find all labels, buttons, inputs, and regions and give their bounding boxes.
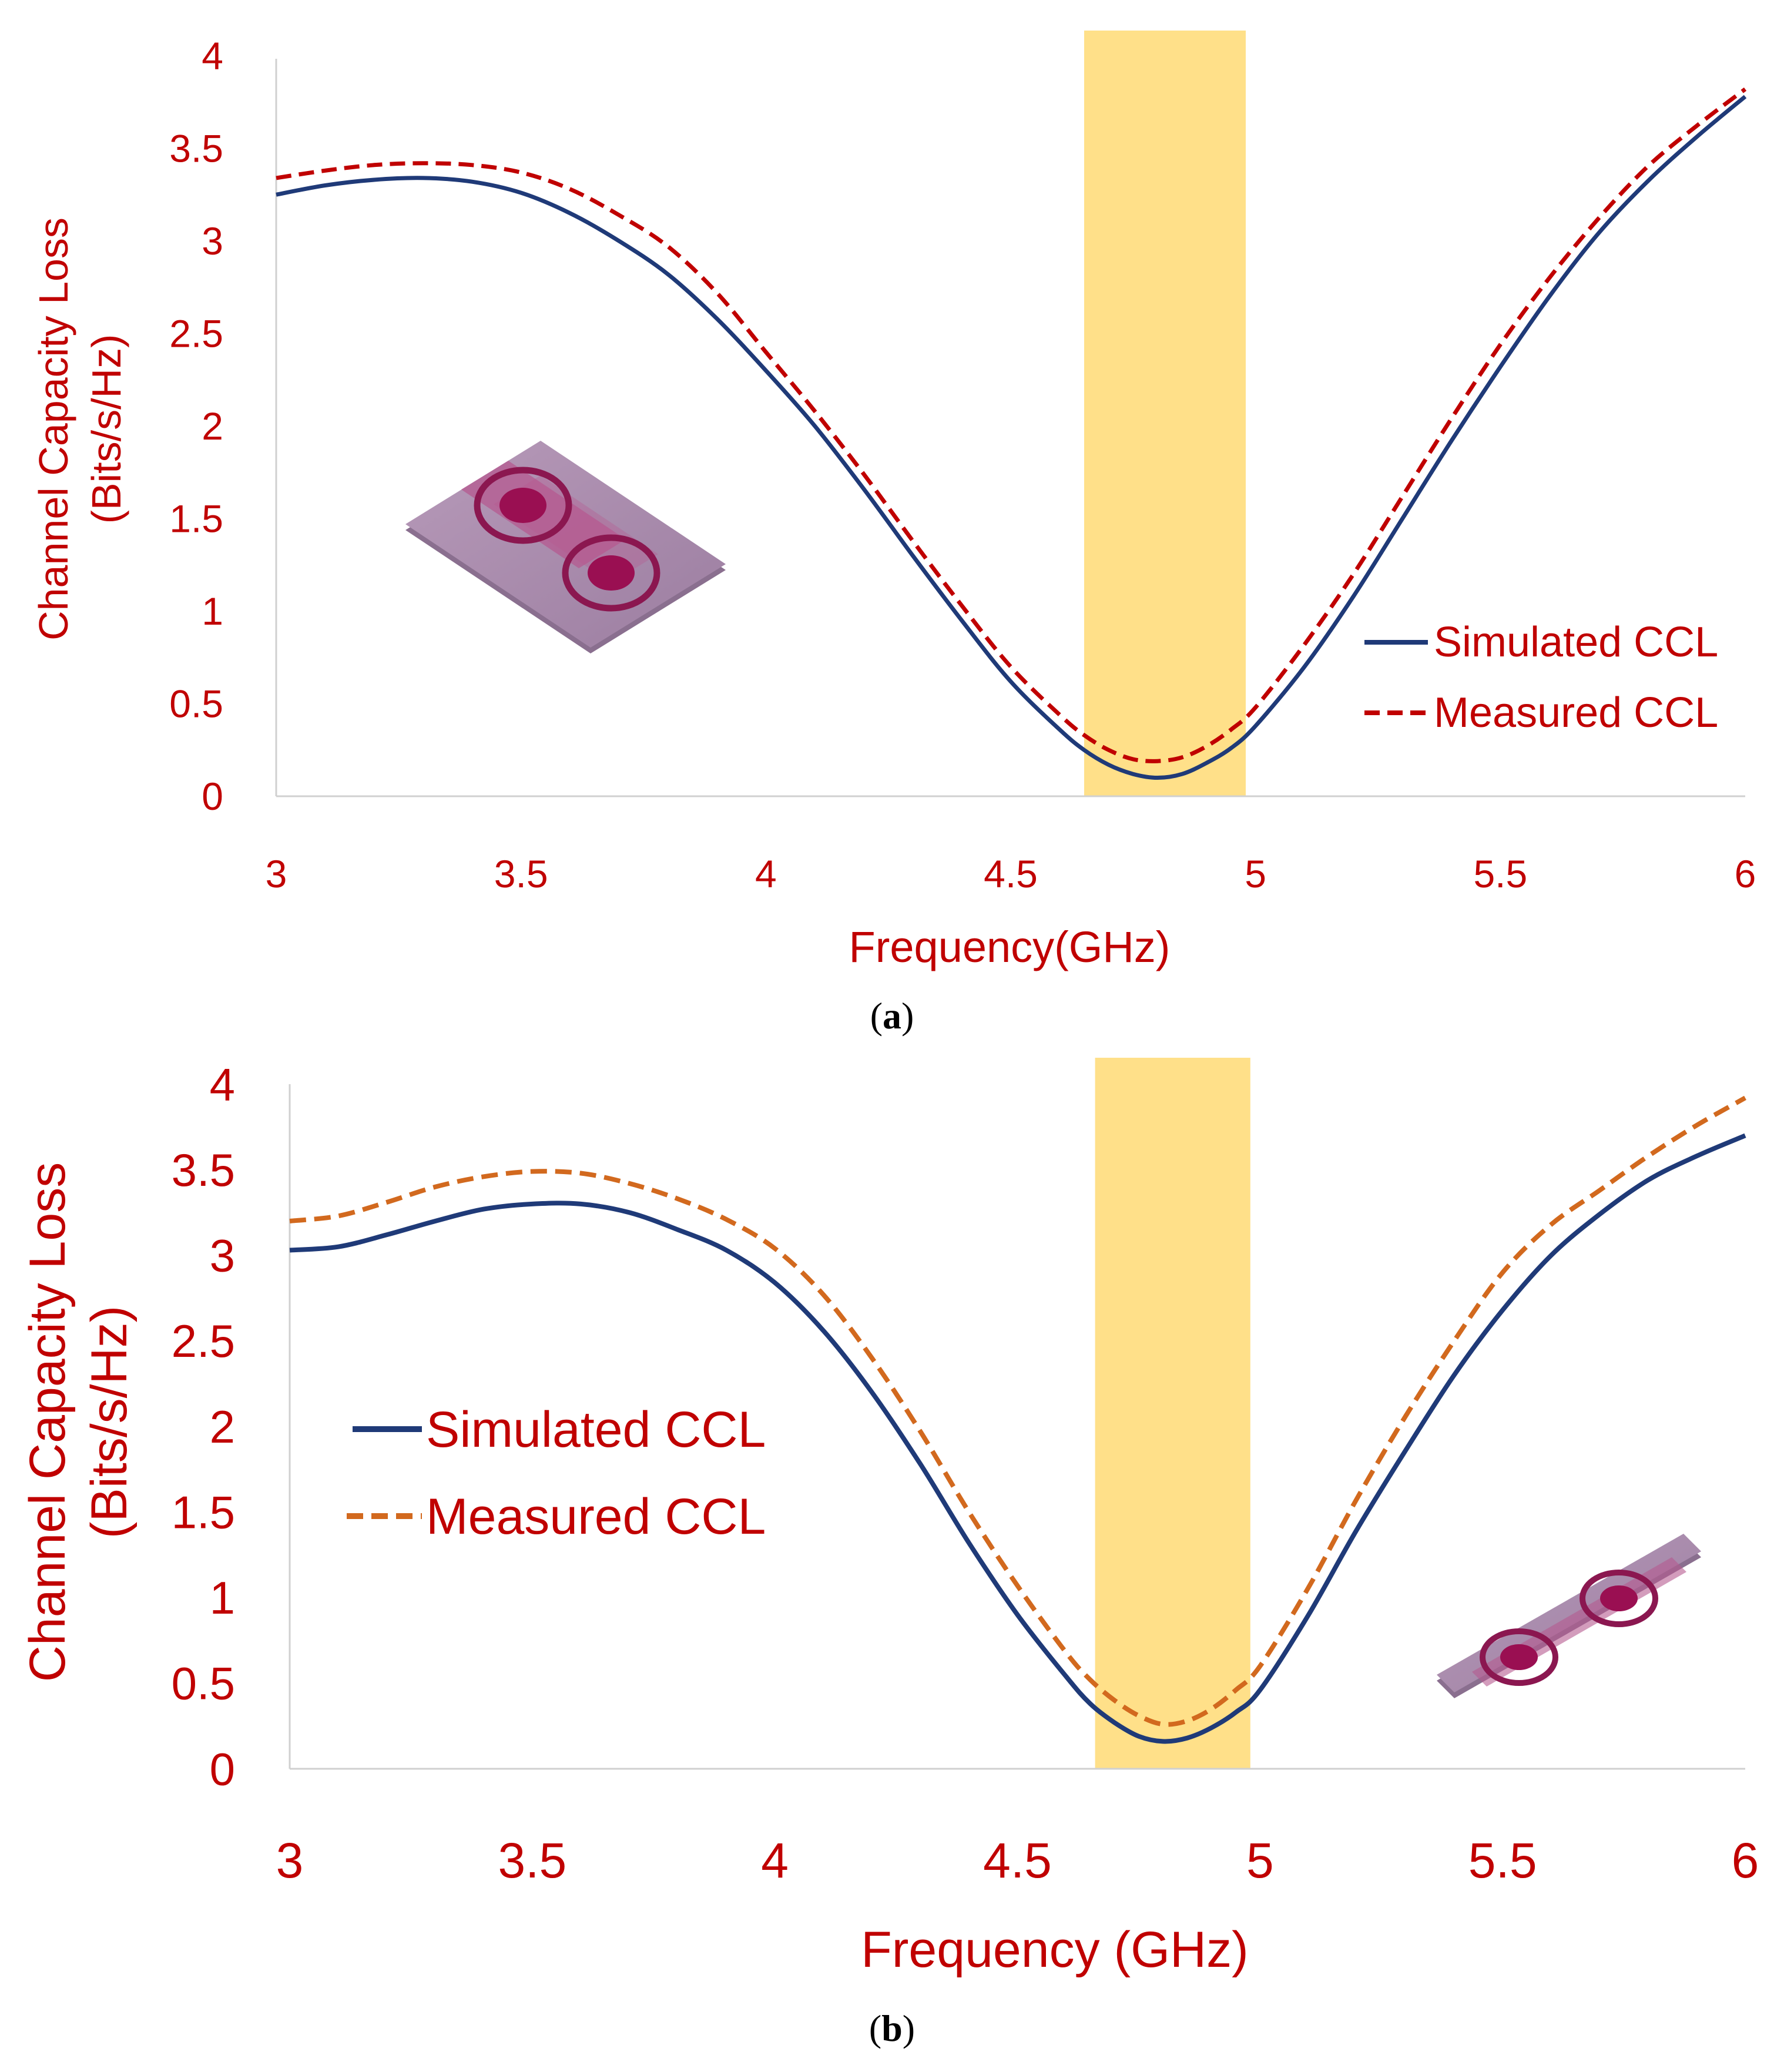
y-tick-label: 0.5 <box>169 682 223 726</box>
x-tick-label: 3 <box>266 852 287 896</box>
panel-a: 0 0.5 1 1.5 2 2.5 3 3.5 4 3 3.5 4 4.5 5 5.5 6 Frequenc… <box>31 31 1756 1037</box>
x-tick-labels: 3 3.5 4 4.5 5 5.5 6 <box>276 1833 1759 1888</box>
legend-label-measured: Measured CCL <box>1434 689 1718 736</box>
series-line-measured <box>289 1095 1746 1727</box>
y-tick-label: 1 <box>210 1572 235 1624</box>
antenna-2-port-icon <box>1437 1534 1701 1698</box>
x-tick-labels: 3 3.5 4 4.5 5 5.5 6 <box>266 852 1756 896</box>
x-tick-label: 4 <box>761 1833 789 1888</box>
legend: Simulated CCL Measured CCL <box>1364 619 1718 736</box>
x-tick-label: 5.5 <box>1473 852 1527 896</box>
panel-b: 0 0.5 1 1.5 2 2.5 3 3.5 4 3 3.5 4 4.5 5 5.5 6 Frequenc… <box>19 1058 1759 2049</box>
y-axis-title-line2: (Bits/s/Hz) <box>81 1306 138 1539</box>
y-tick-label: 4 <box>210 1058 235 1110</box>
y-axis-title-line1: Channel Capacity Loss <box>31 217 76 641</box>
legend: Simulated CCL Measured CCL <box>347 1402 766 1545</box>
y-tick-label: 1.5 <box>169 497 223 541</box>
legend-label-simulated: Simulated CCL <box>426 1402 766 1458</box>
antenna-2-port-icon <box>405 441 726 653</box>
y-tick-label: 0 <box>210 1743 235 1795</box>
x-tick-label: 6 <box>1735 852 1756 896</box>
y-tick-label: 2.5 <box>172 1315 235 1367</box>
x-tick-label: 3.5 <box>494 852 548 896</box>
x-tick-label: 4.5 <box>983 1833 1052 1888</box>
y-tick-label: 2 <box>202 404 223 448</box>
highlight-band <box>1084 31 1246 796</box>
legend-label-simulated: Simulated CCL <box>1434 619 1718 666</box>
legend-label-measured: Measured CCL <box>426 1488 766 1545</box>
y-tick-labels: 0 0.5 1 1.5 2 2.5 3 3.5 4 <box>169 34 223 818</box>
y-tick-label: 3.5 <box>172 1144 235 1196</box>
y-tick-label: 2.5 <box>169 312 223 356</box>
panel-caption-a: (a) <box>870 995 914 1037</box>
y-axis-title-line2: (Bits/s/Hz) <box>83 334 129 524</box>
x-tick-label: 4 <box>755 852 777 896</box>
y-tick-label: 0 <box>202 775 223 818</box>
panel-caption-b: (b) <box>869 2007 915 2049</box>
y-axis-title-line1: Channel Capacity Loss <box>19 1162 76 1682</box>
x-axis-title: Frequency (GHz) <box>861 1922 1249 1978</box>
x-tick-label: 4.5 <box>984 852 1038 896</box>
series-line-measured <box>276 87 1747 763</box>
y-tick-label: 3.5 <box>169 127 223 170</box>
x-tick-label: 6 <box>1732 1833 1759 1888</box>
y-tick-label: 4 <box>202 34 223 78</box>
y-tick-labels: 0 0.5 1 1.5 2 2.5 3 3.5 4 <box>172 1058 235 1795</box>
y-tick-label: 3 <box>210 1230 235 1282</box>
x-tick-label: 3.5 <box>498 1833 566 1888</box>
x-tick-label: 5 <box>1246 1833 1274 1888</box>
series-line-simulated <box>276 95 1747 780</box>
series-line-simulated <box>289 1133 1746 1744</box>
x-axis-title: Frequency(GHz) <box>849 923 1171 971</box>
y-tick-label: 1.5 <box>172 1486 235 1538</box>
x-tick-label: 5.5 <box>1468 1833 1537 1888</box>
highlight-band <box>1095 1058 1250 1769</box>
y-tick-label: 3 <box>202 219 223 263</box>
x-tick-label: 5 <box>1245 852 1266 896</box>
y-tick-label: 0.5 <box>172 1658 235 1709</box>
y-tick-label: 2 <box>210 1401 235 1453</box>
y-tick-label: 1 <box>202 589 223 633</box>
x-tick-label: 3 <box>276 1833 304 1888</box>
